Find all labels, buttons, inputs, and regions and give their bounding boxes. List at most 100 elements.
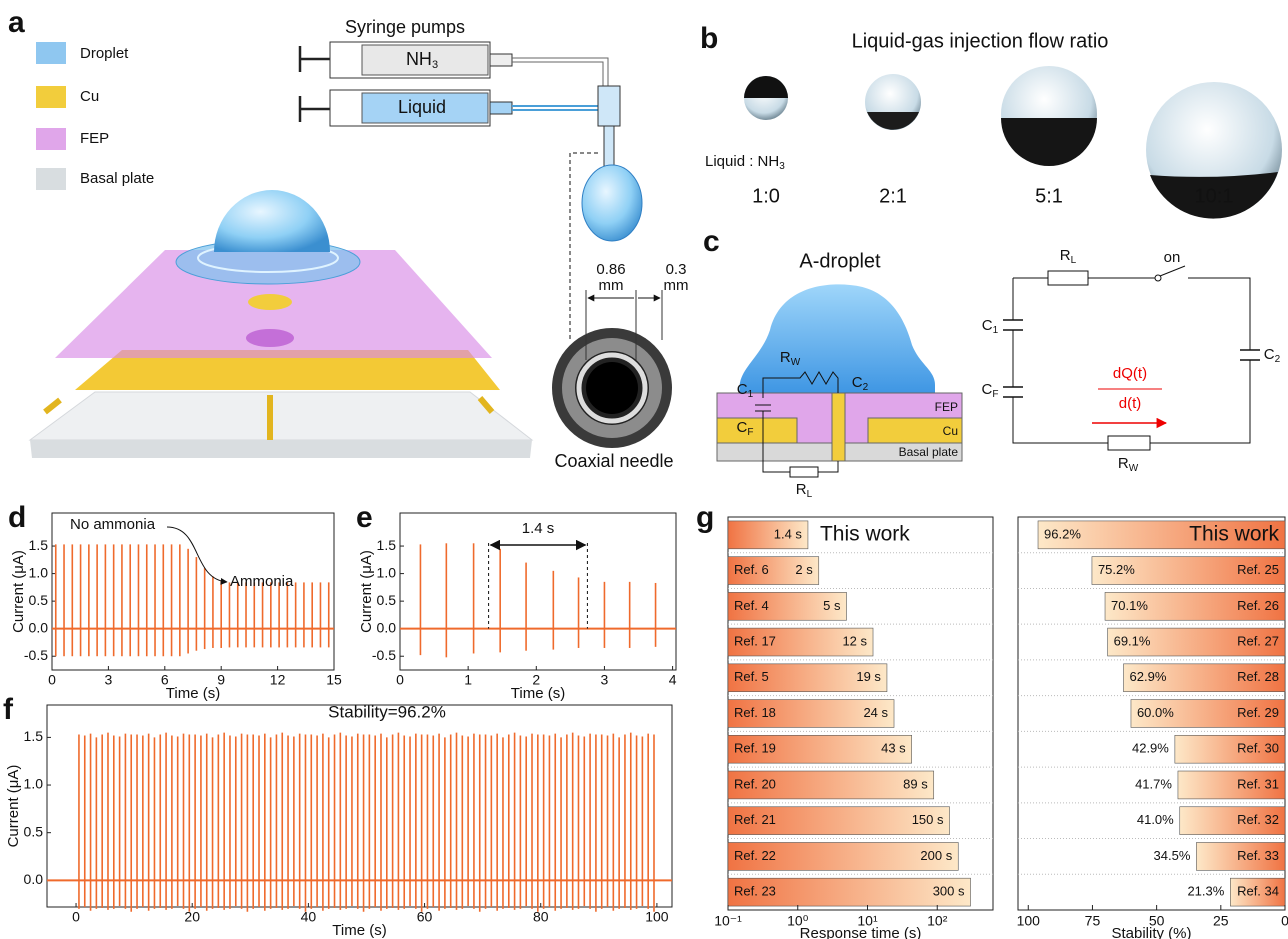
category-label: Ref. 27: [1237, 633, 1279, 648]
x-tick-label: 10⁻¹: [714, 913, 742, 929]
y-tick-label: 1.5: [377, 537, 397, 553]
value-label: 89 s: [903, 776, 928, 791]
subscript: 3: [779, 161, 785, 172]
panel-label: f: [3, 693, 14, 726]
x-tick-label: 0: [48, 672, 56, 688]
dim-unit: mm: [664, 277, 689, 294]
value-label: 200 s: [920, 848, 952, 863]
category-label: Ref. 17: [734, 633, 776, 648]
y-tick-label: 0.5: [377, 592, 397, 608]
current-label: d(t): [1119, 395, 1142, 412]
legend-swatch: [36, 128, 66, 150]
annotation: 1.4 s: [522, 520, 555, 537]
value-label: 24 s: [863, 705, 888, 720]
droplet: [214, 190, 330, 252]
value-label: 42.9%: [1132, 741, 1169, 756]
value-label: 21.3%: [1187, 884, 1224, 899]
panel-label: e: [356, 501, 373, 534]
x-tick-label: 4: [669, 672, 677, 688]
basal-plate: [30, 392, 532, 440]
category-label: Ref. 4: [734, 598, 769, 613]
value-label: 19 s: [856, 669, 881, 684]
y-tick-label: 1.5: [24, 728, 44, 744]
category-label: This work: [1189, 522, 1279, 545]
capacitor: [1003, 320, 1260, 397]
text: C: [1264, 346, 1275, 363]
layer-label: Cu: [943, 424, 958, 438]
x-tick-label: 0: [72, 909, 80, 925]
x-axis-label: Time (s): [511, 685, 565, 702]
subscript: 1: [993, 325, 999, 336]
value-label: 70.1%: [1111, 598, 1148, 613]
text: C: [737, 381, 748, 398]
value-label: 41.7%: [1135, 776, 1172, 791]
category-label: Ref. 31: [1237, 776, 1279, 791]
x-axis-label: Response time (s): [800, 925, 922, 939]
text: C: [982, 381, 993, 398]
panel-title: A-droplet: [799, 250, 881, 272]
text: C: [737, 419, 748, 436]
legend-label: FEP: [80, 130, 109, 147]
syringe-label: Liquid: [398, 97, 446, 117]
category-label: Ref. 20: [734, 776, 776, 791]
category-label: Ref. 18: [734, 705, 776, 720]
value-label: 41.0%: [1137, 812, 1174, 827]
resistor-rl: [790, 467, 818, 477]
y-axis-label: Current (μA): [358, 550, 375, 633]
x-tick-label: 15: [326, 672, 342, 688]
legend-swatch: [36, 86, 66, 108]
tube: [512, 58, 608, 88]
subscript: W: [1129, 463, 1139, 474]
x-tick-label: 1: [464, 672, 472, 688]
text: R: [1060, 247, 1071, 264]
value-label: 75.2%: [1098, 562, 1135, 577]
legend-label: Cu: [80, 88, 99, 105]
value-label: 12 s: [842, 633, 867, 648]
caption: Coaxial needle: [554, 451, 673, 471]
text: R: [1118, 455, 1129, 472]
y-tick-label: 0.0: [29, 619, 49, 635]
value-label: 69.1%: [1114, 633, 1151, 648]
needle-tip: [604, 126, 614, 166]
subscript: 1: [748, 389, 754, 400]
electrode: [832, 393, 845, 461]
panel-a: a Droplet Cu FEP Basal plate NH3 Liquid …: [8, 6, 689, 471]
circuit-wire: [1013, 266, 1250, 443]
category-label: Ref. 21: [734, 812, 776, 827]
category-label: Ref. 6: [734, 562, 769, 577]
caption: Syringe pumps: [345, 17, 465, 37]
category-label: This work: [820, 522, 910, 545]
x-tick-label: 60: [417, 909, 433, 925]
basal-side: [30, 440, 532, 458]
x-tick-label: 100: [1017, 913, 1041, 929]
x-tick-label: 100: [645, 909, 669, 925]
panel-label: d: [8, 501, 26, 534]
component-label: C1: [982, 317, 999, 336]
x-tick-label: 40: [301, 909, 317, 925]
value-label: 62.9%: [1130, 669, 1167, 684]
nozzle: [490, 102, 512, 114]
gas-phase: [744, 76, 788, 98]
value-label: 150 s: [912, 812, 944, 827]
y-tick-label: -0.5: [372, 647, 396, 663]
y-tick-label: -0.5: [24, 647, 48, 663]
value-label: 60.0%: [1137, 705, 1174, 720]
category-label: Ref. 22: [734, 848, 776, 863]
category-label: Ref. 30: [1237, 741, 1279, 756]
panel-b: b Liquid-gas injection flow ratio Liquid…: [700, 22, 1282, 219]
y-axis-label: Current (μA): [5, 765, 22, 848]
subscript: F: [992, 389, 998, 400]
droplet: [582, 165, 642, 241]
y-tick-label: 1.0: [377, 564, 397, 580]
connector: [598, 86, 620, 126]
legend-label: Droplet: [80, 45, 129, 62]
category-label: Ref. 26: [1237, 598, 1279, 613]
category-label: Ref. 5: [734, 669, 769, 684]
text: Liquid : NH: [705, 153, 779, 170]
ratio-label: Liquid : NH3: [705, 153, 785, 172]
y-tick-label: 0.5: [29, 592, 49, 608]
text: C: [852, 374, 863, 391]
panel-label: c: [703, 225, 720, 258]
x-tick-label: 12: [270, 672, 286, 688]
ratio: 10:1: [1195, 185, 1234, 207]
